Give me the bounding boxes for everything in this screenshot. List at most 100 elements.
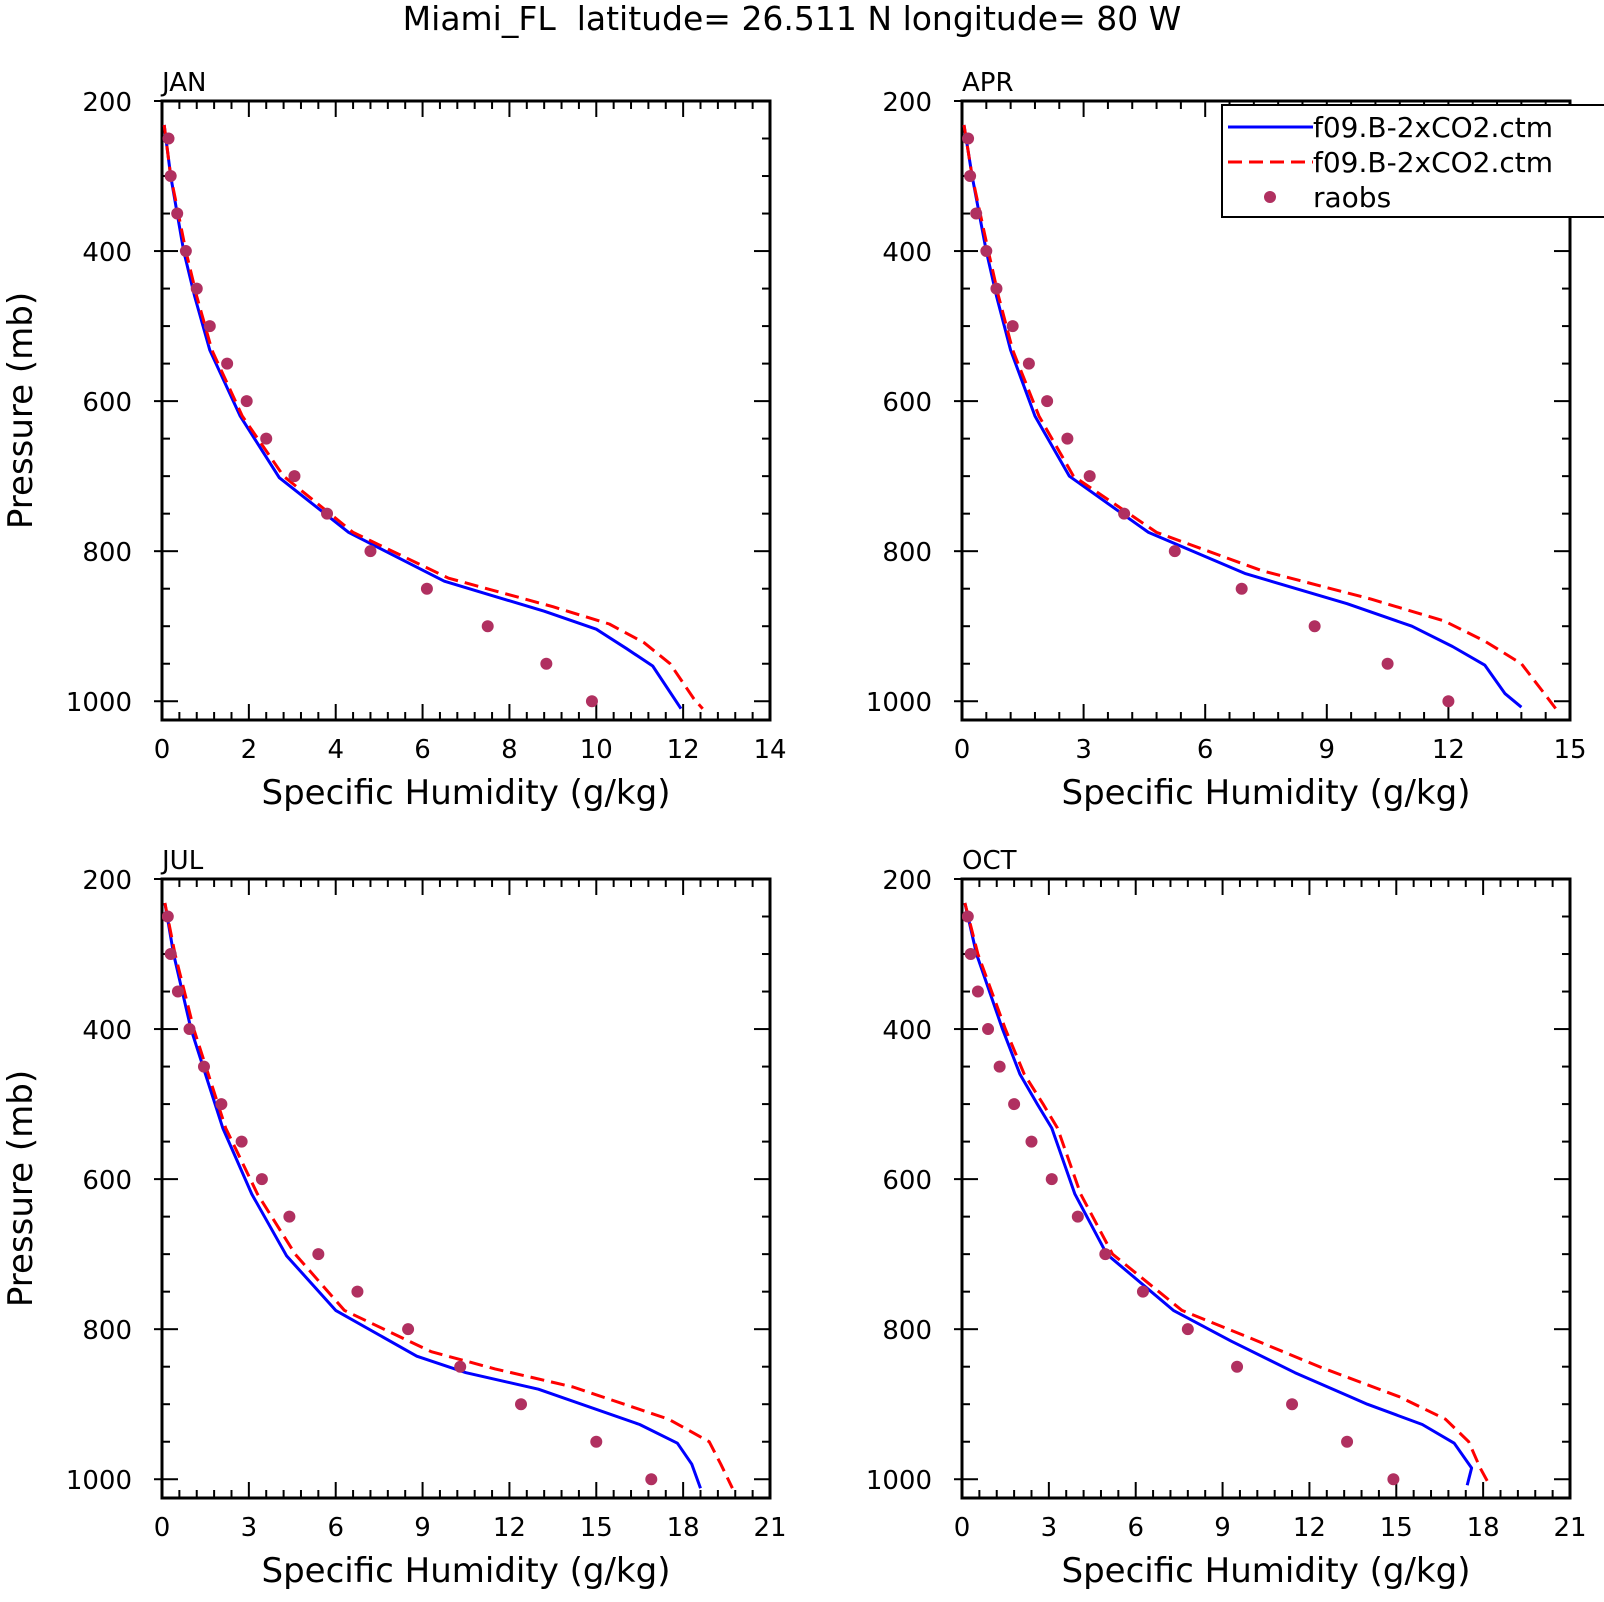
raobs-point	[240, 395, 253, 408]
y-tick-label: 800	[882, 538, 932, 568]
raobs-point	[312, 1248, 325, 1261]
raobs-point	[179, 245, 192, 258]
panel-title: JAN	[160, 68, 206, 98]
series-line-solid	[163, 902, 702, 1489]
raobs-point	[962, 132, 975, 145]
raobs-point	[162, 910, 174, 923]
y-tick-label: 1000	[66, 688, 132, 718]
raobs-point	[1181, 1323, 1194, 1336]
raobs-point	[1168, 545, 1181, 558]
x-tick-label: 15	[580, 1513, 613, 1543]
y-tick-label: 1000	[866, 1466, 932, 1496]
raobs-point	[171, 207, 184, 220]
y-tick-label: 1000	[66, 1466, 132, 1496]
raobs-point	[454, 1360, 467, 1373]
x-tick-label: 18	[667, 1513, 700, 1543]
raobs-point	[364, 545, 377, 558]
raobs-point	[1136, 1285, 1149, 1298]
x-tick-label: 12	[493, 1513, 526, 1543]
x-tick-label: 0	[154, 735, 171, 765]
y-tick-label: 600	[82, 388, 132, 418]
series-line-dashed	[162, 124, 704, 710]
raobs-point	[962, 910, 974, 923]
raobs-point	[993, 1060, 1006, 1073]
y-axis-label: Pressure (mb)	[1, 1070, 41, 1307]
raobs-point	[1286, 1398, 1299, 1411]
x-tick-label: 21	[753, 1513, 786, 1543]
raobs-point	[235, 1135, 248, 1148]
plot-frame	[960, 99, 1572, 722]
x-tick-label: 12	[1432, 735, 1465, 765]
raobs-point	[402, 1323, 415, 1336]
x-tick-label: 15	[1553, 735, 1586, 765]
y-tick-label: 800	[882, 1316, 932, 1346]
raobs-point	[1099, 1248, 1112, 1261]
x-tick-label: 3	[1075, 735, 1092, 765]
raobs-point	[585, 695, 598, 708]
y-tick-label: 400	[82, 238, 132, 268]
y-tick-label: 400	[882, 238, 932, 268]
x-axis-label: Specific Humidity (g/kg)	[1062, 1551, 1471, 1591]
raobs-point	[1022, 357, 1035, 370]
x-axis-label: Specific Humidity (g/kg)	[262, 773, 671, 813]
raobs-point	[260, 432, 273, 445]
raobs-point	[970, 207, 983, 220]
y-tick-label: 200	[882, 866, 932, 896]
raobs-point	[515, 1398, 528, 1411]
y-tick-label: 600	[82, 1166, 132, 1196]
panel-oct: OCT 0 3 6 9 12 15 18 21 200 400 600 800 1000 Specific …	[866, 846, 1587, 1591]
panel-title: OCT	[962, 846, 1017, 876]
x-tick-label: 9	[414, 1513, 431, 1543]
plot-area	[962, 902, 1492, 1488]
raobs-point	[481, 620, 494, 633]
x-tick-label: 14	[753, 735, 786, 765]
panel-jul: JUL 0 3 6 9 12 15 18 21 200 400 600 800 1000 Specific …	[1, 846, 787, 1591]
raobs-point	[1061, 432, 1074, 445]
y-tick-label: 800	[82, 538, 132, 568]
raobs-point	[1006, 320, 1019, 333]
series-line-solid	[963, 902, 1474, 1486]
series-line-dashed	[163, 902, 734, 1489]
x-tick-label: 4	[327, 735, 344, 765]
raobs-point	[980, 245, 993, 258]
y-tick-label: 600	[882, 1166, 932, 1196]
x-tick-label: 15	[1380, 1513, 1413, 1543]
raobs-point	[171, 985, 184, 998]
x-tick-label: 6	[1197, 735, 1214, 765]
legend-label: raobs	[1313, 181, 1391, 214]
y-tick-label: 800	[82, 1316, 132, 1346]
x-tick-label: 9	[1214, 1513, 1231, 1543]
raobs-point	[964, 170, 977, 183]
raobs-point	[1071, 1210, 1084, 1223]
raobs-point	[183, 1023, 196, 1036]
raobs-point	[321, 507, 334, 520]
raobs-point	[203, 320, 216, 333]
raobs-point	[288, 470, 301, 483]
x-tick-label: 8	[501, 735, 518, 765]
y-tick-label: 200	[82, 88, 132, 118]
x-tick-label: 6	[414, 735, 431, 765]
x-tick-label: 12	[667, 735, 700, 765]
panel-title: APR	[962, 68, 1014, 98]
raobs-point	[255, 1173, 268, 1186]
raobs-point	[590, 1435, 603, 1448]
raobs-point	[1041, 395, 1054, 408]
raobs-point	[645, 1473, 658, 1486]
plot-area	[962, 124, 1557, 710]
raobs-point	[1083, 470, 1096, 483]
x-tick-label: 21	[1553, 1513, 1586, 1543]
x-tick-label: 18	[1467, 1513, 1500, 1543]
raobs-point	[283, 1210, 296, 1223]
legend-label: f09.B-2xCO2.ctm	[1313, 146, 1553, 179]
series-line-dashed	[962, 124, 1557, 710]
x-tick-label: 10	[580, 735, 613, 765]
raobs-point	[971, 985, 984, 998]
x-axis-label: Specific Humidity (g/kg)	[1062, 773, 1471, 813]
y-tick-label: 200	[882, 88, 932, 118]
raobs-point	[540, 657, 553, 670]
raobs-point	[197, 1060, 210, 1073]
plot-frame	[160, 99, 772, 722]
raobs-point	[164, 170, 177, 183]
y-tick-label: 400	[82, 1016, 132, 1046]
